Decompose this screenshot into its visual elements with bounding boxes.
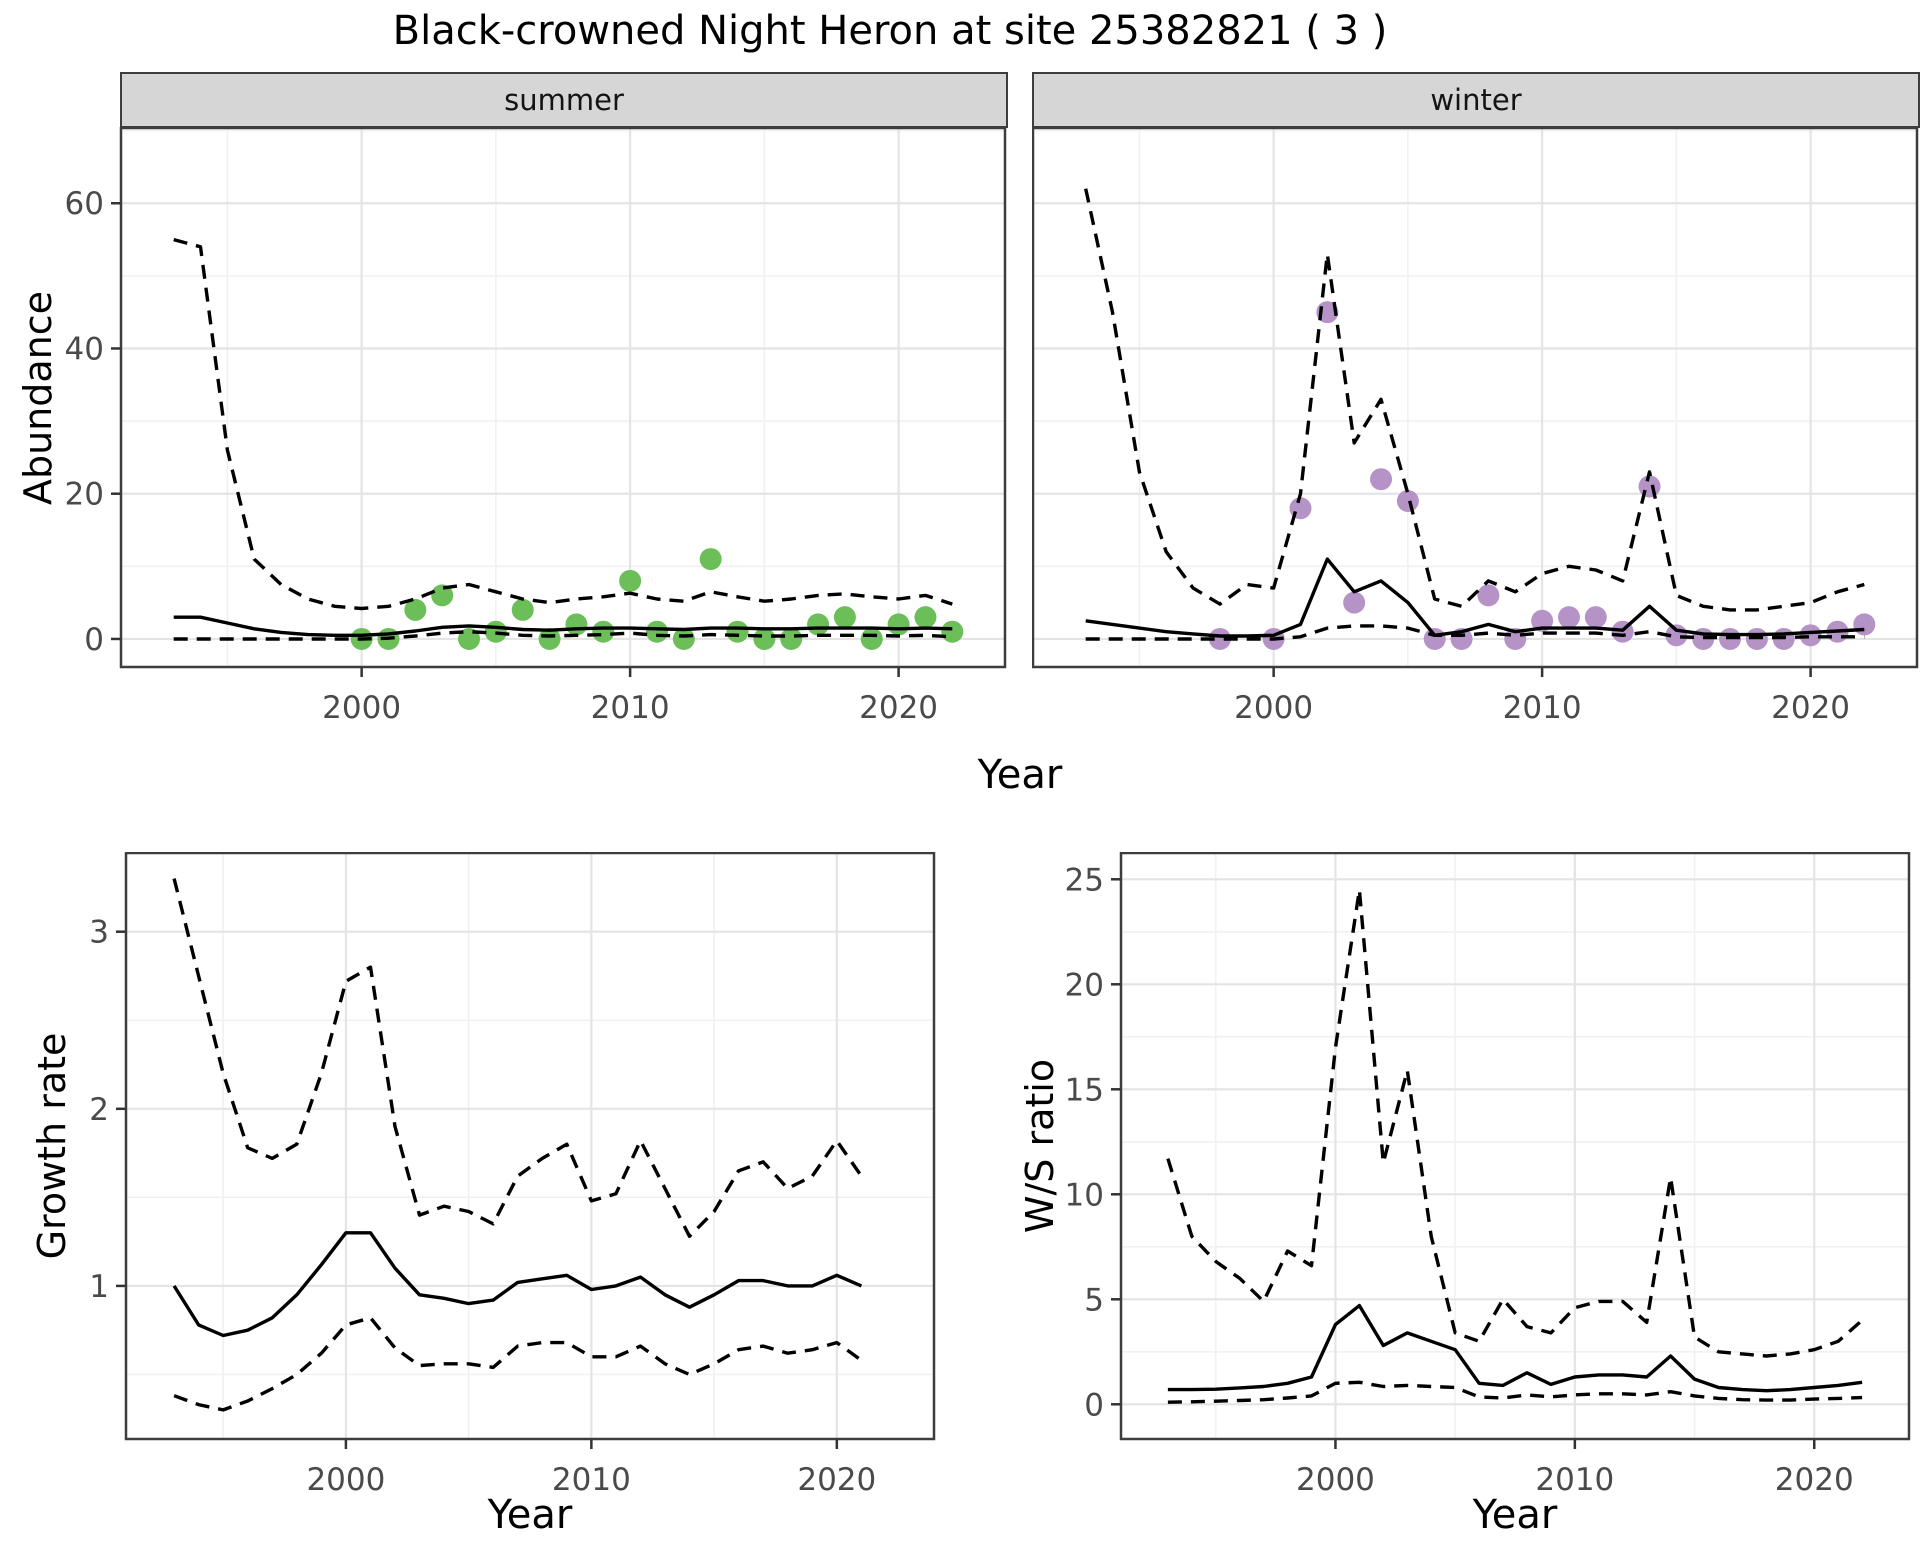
y-tick-label: 10 (1065, 1177, 1104, 1213)
growth-rate-upper_ci-line (172, 878, 863, 1238)
growth-rate-lower_ci-line (173, 1316, 863, 1412)
observed-abundance (726, 620, 749, 643)
observed-abundance (887, 613, 910, 636)
observed-abundance (941, 620, 964, 643)
y-tick-label: 0 (1084, 1387, 1104, 1423)
y-tick-label: 40 (65, 331, 104, 367)
y-axis: 0 5 10 15 20 25 (1065, 862, 1120, 1423)
facet-strip-winter-label: winter (1430, 83, 1522, 117)
observed-abundance (431, 584, 454, 607)
y-axis: 0 20 40 60 (65, 186, 120, 658)
observed-abundance (914, 606, 937, 629)
observed-abundance (672, 627, 695, 650)
abundance-summer-svg: 2000 2010 2020 0 20 40 60 (65, 126, 1007, 726)
growth-rate-panel: 2000 2010 2020 1 2 3 (15, 851, 940, 1530)
y-tick-label: 60 (65, 186, 104, 222)
x-axis: 2000 2010 2020 (1296, 1440, 1854, 1498)
facet-strip-summer: summer (120, 72, 1008, 128)
observed-abundance (1343, 591, 1366, 614)
x-tick-label: 2010 (1535, 1462, 1614, 1498)
abundance-winter-lower_ci-line (1085, 624, 1865, 641)
x-tick-label: 2010 (552, 1462, 631, 1498)
observed-abundance (1799, 624, 1822, 647)
x-axis: 2000 2010 2020 (322, 668, 938, 726)
y-tick-label: 15 (1065, 1072, 1104, 1108)
x-tick-label: 2000 (1296, 1462, 1375, 1498)
observed-abundance (1853, 613, 1876, 636)
observed-abundance (833, 606, 856, 629)
x-tick-label: 2000 (1234, 690, 1313, 726)
ws-ratio-upper_ci-line (1166, 888, 1864, 1358)
observed-abundance (699, 548, 722, 571)
ws-ratio-panel: 2000 2010 2020 0 5 10 15 20 25 (1005, 851, 1915, 1530)
observed-abundance (538, 627, 561, 650)
abundance-winter-panel: 2000 2010 2020 (1031, 126, 1920, 741)
observed-abundance (1396, 489, 1419, 512)
x-tick-label: 2020 (859, 690, 938, 726)
y-tick-label: 5 (1084, 1282, 1104, 1318)
panel-border (1031, 126, 1919, 669)
facet-strip-winter: winter (1032, 72, 1920, 128)
observed-abundance (1584, 606, 1607, 629)
growth-rate-median-line (172, 1231, 863, 1338)
panel-border (1119, 851, 1911, 1441)
y-tick-label: 20 (65, 477, 104, 513)
abundance-summer-median-line (173, 615, 953, 637)
observed-abundance (592, 620, 615, 643)
x-axis: 2000 2010 2020 (1234, 668, 1850, 726)
x-tick-label: 2020 (1775, 1462, 1854, 1498)
x-tick-label: 2020 (797, 1462, 876, 1498)
gridlines (1120, 852, 1910, 1440)
x-axis-title-year-top: Year (977, 752, 1063, 798)
observed-abundance (753, 627, 776, 650)
abundance-winter-median-line (1085, 557, 1865, 638)
observed-abundance (1531, 609, 1554, 632)
x-axis-title-year-ws: Year (1472, 1492, 1558, 1538)
y-tick-label: 20 (1065, 967, 1104, 1003)
facet-strip-summer-label: summer (504, 83, 624, 117)
gridlines (120, 127, 1006, 668)
observed-abundance (511, 598, 534, 621)
observed-abundance (780, 627, 803, 650)
x-tick-label: 2020 (1771, 690, 1850, 726)
observed-abundance (1423, 627, 1446, 650)
y-tick-label: 1 (89, 1269, 109, 1305)
y-tick-label: 0 (84, 622, 104, 658)
observed-abundance (1370, 468, 1393, 491)
abundance-winter-svg: 2000 2010 2020 (1031, 126, 1919, 726)
x-axis: 2000 2010 2020 (306, 1440, 876, 1498)
y-axis: 1 2 3 (89, 915, 125, 1305)
y-tick-label: 2 (89, 1092, 109, 1128)
panel-border (124, 851, 936, 1441)
observed-abundance (619, 569, 642, 592)
observed-abundance (1557, 606, 1580, 629)
x-axis-title-year-growth: Year (487, 1492, 573, 1538)
x-tick-label: 2010 (1503, 690, 1582, 726)
observed-abundance (860, 627, 883, 650)
observed-abundance (807, 613, 830, 636)
panel-border (119, 126, 1007, 669)
observed-abundance (1208, 627, 1231, 650)
x-tick-label: 2010 (591, 690, 670, 726)
abundance-winter-upper_ci-line (1084, 188, 1865, 612)
x-tick-label: 2000 (306, 1462, 385, 1498)
observed-abundance (404, 598, 427, 621)
y-tick-label: 3 (89, 915, 109, 951)
abundance-summer-lower_ci-line (173, 630, 953, 641)
observed-abundance (645, 620, 668, 643)
observed-abundance (565, 613, 588, 636)
ws-ratio-lower_ci-line (1167, 1380, 1863, 1404)
gridlines (1032, 127, 1918, 668)
chart-title: Black-crowned Night Heron at site 253828… (392, 8, 1388, 54)
abundance-summer-panel: 2000 2010 2020 0 20 40 60 (10, 126, 1008, 741)
ws-ratio-svg: 2000 2010 2020 0 5 10 15 20 25 (1065, 851, 1911, 1498)
abundance-summer-upper_ci-line (173, 237, 953, 611)
x-tick-label: 2000 (322, 690, 401, 726)
growth-rate-svg: 2000 2010 2020 1 2 3 (89, 851, 936, 1498)
gridlines (125, 852, 935, 1440)
observed-abundance (1477, 584, 1500, 607)
y-tick-label: 25 (1065, 862, 1104, 898)
ws-ratio-median-line (1167, 1303, 1863, 1393)
